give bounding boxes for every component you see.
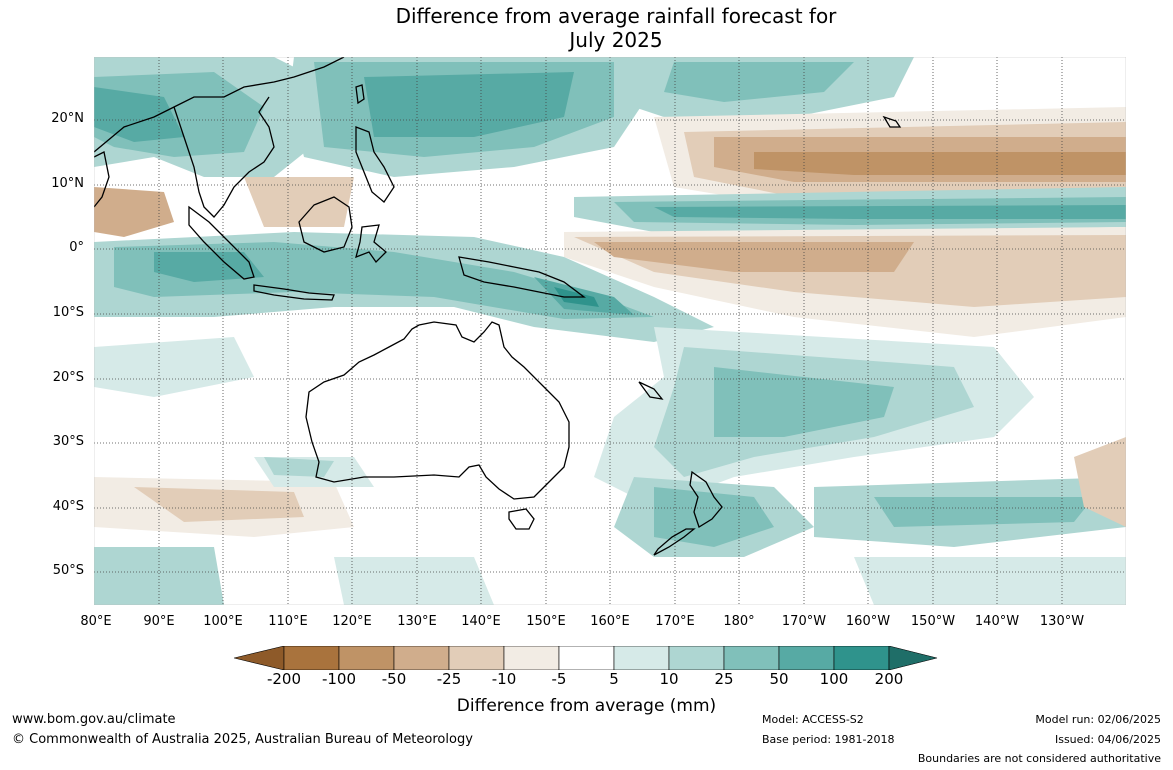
lon-label-90e: 90°E xyxy=(143,614,175,629)
model-name: Model: ACCESS-S2 xyxy=(762,713,864,726)
nz-north-island-coastline xyxy=(689,470,723,528)
colorbar-swatch xyxy=(668,646,725,670)
lon-label-150e: 150°E xyxy=(526,614,566,629)
map-canvas xyxy=(94,57,1126,605)
model-run-date: Model run: 02/06/2025 xyxy=(1035,713,1161,726)
new-guinea-coastline xyxy=(458,256,586,298)
chart-title: Difference from average rainfall forecas… xyxy=(0,4,1173,52)
mainland-asia-coastline xyxy=(94,57,345,218)
lon-label-160w: 160°W xyxy=(845,614,891,629)
lon-label-170w: 170°W xyxy=(781,614,827,629)
tasmania-coastline xyxy=(508,508,535,530)
wet-region xyxy=(654,205,1126,219)
lon-label-150w: 150°W xyxy=(910,614,956,629)
lon-label-100e: 100°E xyxy=(203,614,243,629)
lon-label-80e: 80°E xyxy=(80,614,112,629)
lon-label-160e: 160°E xyxy=(590,614,630,629)
graticule xyxy=(94,57,1126,605)
wet-region xyxy=(154,252,264,282)
lon-label-140e: 140°E xyxy=(461,614,501,629)
lat-label-0: 0° xyxy=(69,240,84,255)
dry-region xyxy=(244,177,354,227)
wet-region xyxy=(664,62,854,102)
colorbar-swatch xyxy=(283,646,340,670)
australia-coastline xyxy=(305,321,570,500)
java-coastline xyxy=(253,284,335,301)
new-caledonia-coastline xyxy=(638,381,664,400)
rainfall-anomaly-field xyxy=(94,57,1126,605)
wet-region xyxy=(854,557,1126,605)
lon-label-180: 180° xyxy=(723,614,755,629)
dry-region xyxy=(134,487,304,522)
colorbar-tick: -50 xyxy=(381,670,407,688)
copyright-text: © Commonwealth of Australia 2025, Austra… xyxy=(12,732,473,747)
sumatra-coastline xyxy=(188,205,255,280)
lon-label-140w: 140°W xyxy=(974,614,1020,629)
title-line-1: Difference from average rainfall forecas… xyxy=(395,4,837,28)
borneo-coastline xyxy=(298,196,353,253)
colorbar-swatch xyxy=(338,646,395,670)
issued-date: Issued: 04/06/2025 xyxy=(1054,733,1161,746)
wet-region xyxy=(94,337,254,397)
wet-region xyxy=(94,87,184,142)
base-period: Base period: 1981-2018 xyxy=(762,733,895,746)
lat-label-10n: 10°N xyxy=(51,176,84,191)
lon-label-130w: 130°W xyxy=(1039,614,1085,629)
lat-label-20n: 20°N xyxy=(51,111,84,126)
hawaii-coastline xyxy=(882,115,902,128)
colorbar-swatch xyxy=(558,646,615,670)
colorbar-tick: -25 xyxy=(436,670,462,688)
lon-label-110e: 110°E xyxy=(268,614,308,629)
boundaries-disclaimer: Boundaries are not considered authoritat… xyxy=(917,752,1161,765)
dry-region xyxy=(594,242,914,272)
lon-label-170e: 170°E xyxy=(655,614,695,629)
lat-label-30s: 30°S xyxy=(52,434,84,449)
sulawesi-coastline xyxy=(355,224,387,264)
lon-label-130e: 130°E xyxy=(397,614,437,629)
philippines-coastline xyxy=(355,126,395,203)
colorbar xyxy=(234,646,938,670)
colorbar-arrow-low xyxy=(234,646,285,670)
lat-label-10s: 10°S xyxy=(52,305,84,320)
wet-region xyxy=(874,497,1094,527)
lat-label-20s: 20°S xyxy=(52,370,84,385)
colorbar-tick: 5 xyxy=(609,670,619,688)
wet-region xyxy=(334,557,494,605)
colorbar-swatch xyxy=(723,646,780,670)
colorbar-tick: -200 xyxy=(266,670,302,688)
nz-south-island-coastline xyxy=(653,528,696,556)
dry-region xyxy=(94,187,174,237)
colorbar-tick: -100 xyxy=(321,670,357,688)
colorbar-tick: 10 xyxy=(659,670,679,688)
lon-label-120e: 120°E xyxy=(332,614,372,629)
wet-region xyxy=(364,72,574,137)
colorbar-swatch xyxy=(778,646,835,670)
colorbar-tick: 200 xyxy=(874,670,904,688)
lat-label-50s: 50°S xyxy=(52,563,84,578)
rainfall-map xyxy=(94,57,1126,605)
lat-label-40s: 40°S xyxy=(52,499,84,514)
dry-region xyxy=(754,152,1126,175)
colorbar-swatch xyxy=(393,646,450,670)
colorbar-swatch xyxy=(833,646,890,670)
colorbar-tick: -10 xyxy=(491,670,517,688)
website-link[interactable]: www.bom.gov.au/climate xyxy=(12,712,176,727)
coastlines xyxy=(94,57,902,556)
dry-region xyxy=(1074,437,1126,527)
colorbar-swatch xyxy=(613,646,670,670)
colorbar-arrow-high xyxy=(888,646,938,670)
title-line-2: July 2025 xyxy=(569,28,663,52)
colorbar-tick: 100 xyxy=(819,670,849,688)
taiwan-coastline xyxy=(355,84,365,105)
colorbar-swatch xyxy=(503,646,560,670)
colorbar-tick: 25 xyxy=(714,670,734,688)
colorbar-tick: -5 xyxy=(551,670,567,688)
colorbar-label: Difference from average (mm) xyxy=(456,696,717,716)
colorbar-swatch xyxy=(448,646,505,670)
india-coastline xyxy=(94,151,110,208)
colorbar-tick: 50 xyxy=(769,670,789,688)
